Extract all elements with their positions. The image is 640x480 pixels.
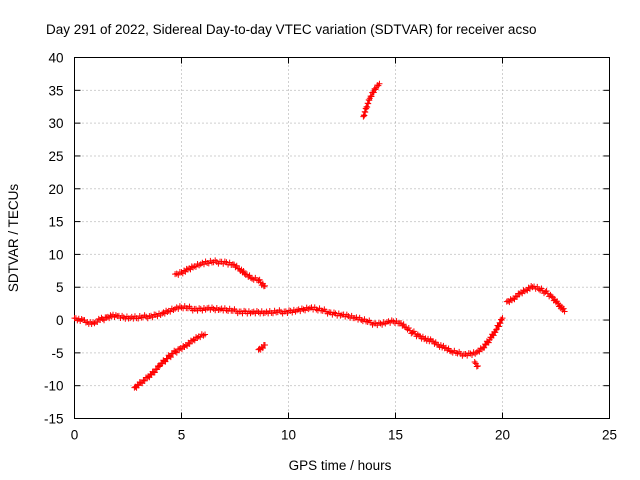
- data-point-fill: [430, 338, 437, 345]
- data-point-fill: [151, 369, 158, 376]
- data-point: [561, 308, 568, 315]
- data-point-fill: [521, 288, 528, 295]
- grid: [74, 57, 610, 419]
- y-tick-label: -15: [44, 412, 64, 427]
- data-point-fill: [152, 365, 159, 372]
- data-point-fill: [259, 345, 266, 352]
- data-point-fill: [497, 320, 504, 327]
- data-point-fill: [528, 282, 535, 289]
- y-tick-label: 15: [48, 215, 63, 230]
- data-point-fill: [240, 267, 247, 274]
- data-point: [376, 80, 383, 87]
- x-tick-label: 25: [602, 428, 617, 443]
- data-point: [261, 341, 268, 348]
- data-point-fill: [405, 324, 412, 331]
- data-point-fill: [112, 312, 119, 319]
- data-point-fill: [368, 93, 375, 100]
- x-tick-label: 5: [178, 428, 186, 443]
- y-tick-label: 10: [48, 247, 63, 262]
- chart-title: Day 291 of 2022, Sidereal Day-to-day VTE…: [46, 22, 536, 37]
- data-point: [499, 315, 506, 322]
- data-point-fill: [167, 354, 174, 361]
- data-point-fill: [485, 339, 492, 346]
- data-point: [493, 326, 500, 333]
- data-points: [71, 80, 568, 391]
- data-point-fill: [186, 340, 193, 347]
- x-axis-label: GPS time / hours: [289, 458, 392, 473]
- x-tick-label: 0: [71, 428, 79, 443]
- x-tick-label: 15: [388, 428, 403, 443]
- data-point: [416, 332, 423, 339]
- data-point-fill: [477, 345, 484, 352]
- data-point: [103, 314, 110, 321]
- data-point: [535, 286, 542, 293]
- y-tick-label: 30: [48, 116, 63, 131]
- data-point: [202, 331, 209, 338]
- data-point-fill: [173, 349, 180, 356]
- data-point-fill: [231, 261, 238, 268]
- plot-frame: [74, 57, 610, 419]
- x-tick-label: 10: [281, 428, 296, 443]
- y-tick-label: -10: [44, 379, 64, 394]
- data-point-fill: [78, 316, 85, 323]
- data-point-fill: [398, 320, 405, 327]
- data-point-fill: [91, 320, 98, 327]
- data-point-fill: [233, 262, 240, 269]
- data-point-fill: [246, 272, 253, 279]
- data-point-fill: [232, 264, 239, 271]
- data-point: [409, 329, 416, 336]
- y-tick-label: 25: [48, 149, 63, 164]
- data-point-fill: [400, 321, 407, 328]
- y-tick-label: -5: [51, 346, 63, 361]
- data-point-fill: [156, 363, 163, 370]
- y-tick-label: 5: [56, 280, 64, 295]
- data-point-fill: [101, 317, 108, 324]
- data-point: [471, 359, 478, 366]
- y-tick-label: 0: [56, 313, 64, 328]
- data-point-fill: [543, 287, 550, 294]
- data-point-fill: [544, 290, 551, 297]
- data-point-fill: [183, 265, 190, 272]
- data-point-fill: [153, 366, 160, 373]
- data-point-fill: [490, 332, 497, 339]
- y-tick-label: 20: [48, 182, 63, 197]
- y-tick-label: 40: [48, 51, 63, 66]
- data-point: [548, 293, 555, 300]
- data-point-fill: [141, 377, 148, 384]
- axis-ticks: 0 5 10 15 20 25 -15 -10 -5 0 5 10 15 20 25 30 35 40: [44, 51, 617, 443]
- data-point-fill: [243, 271, 250, 278]
- y-axis-label: SDTVAR / TECUs: [6, 184, 21, 293]
- data-point-fill: [190, 264, 197, 271]
- data-point: [474, 362, 481, 369]
- data-point-fill: [365, 100, 372, 107]
- data-point-fill: [399, 322, 406, 329]
- data-point-fill: [162, 358, 169, 365]
- data-point-fill: [514, 293, 521, 300]
- x-tick-label: 20: [495, 428, 510, 443]
- data-point-fill: [432, 339, 439, 346]
- data-point-fill: [495, 323, 502, 330]
- data-point-fill: [256, 276, 263, 283]
- y-tick-label: 35: [48, 83, 63, 98]
- data-point-fill: [404, 326, 411, 333]
- data-point-fill: [364, 104, 371, 111]
- data-point-fill: [560, 305, 567, 312]
- data-point: [261, 282, 268, 289]
